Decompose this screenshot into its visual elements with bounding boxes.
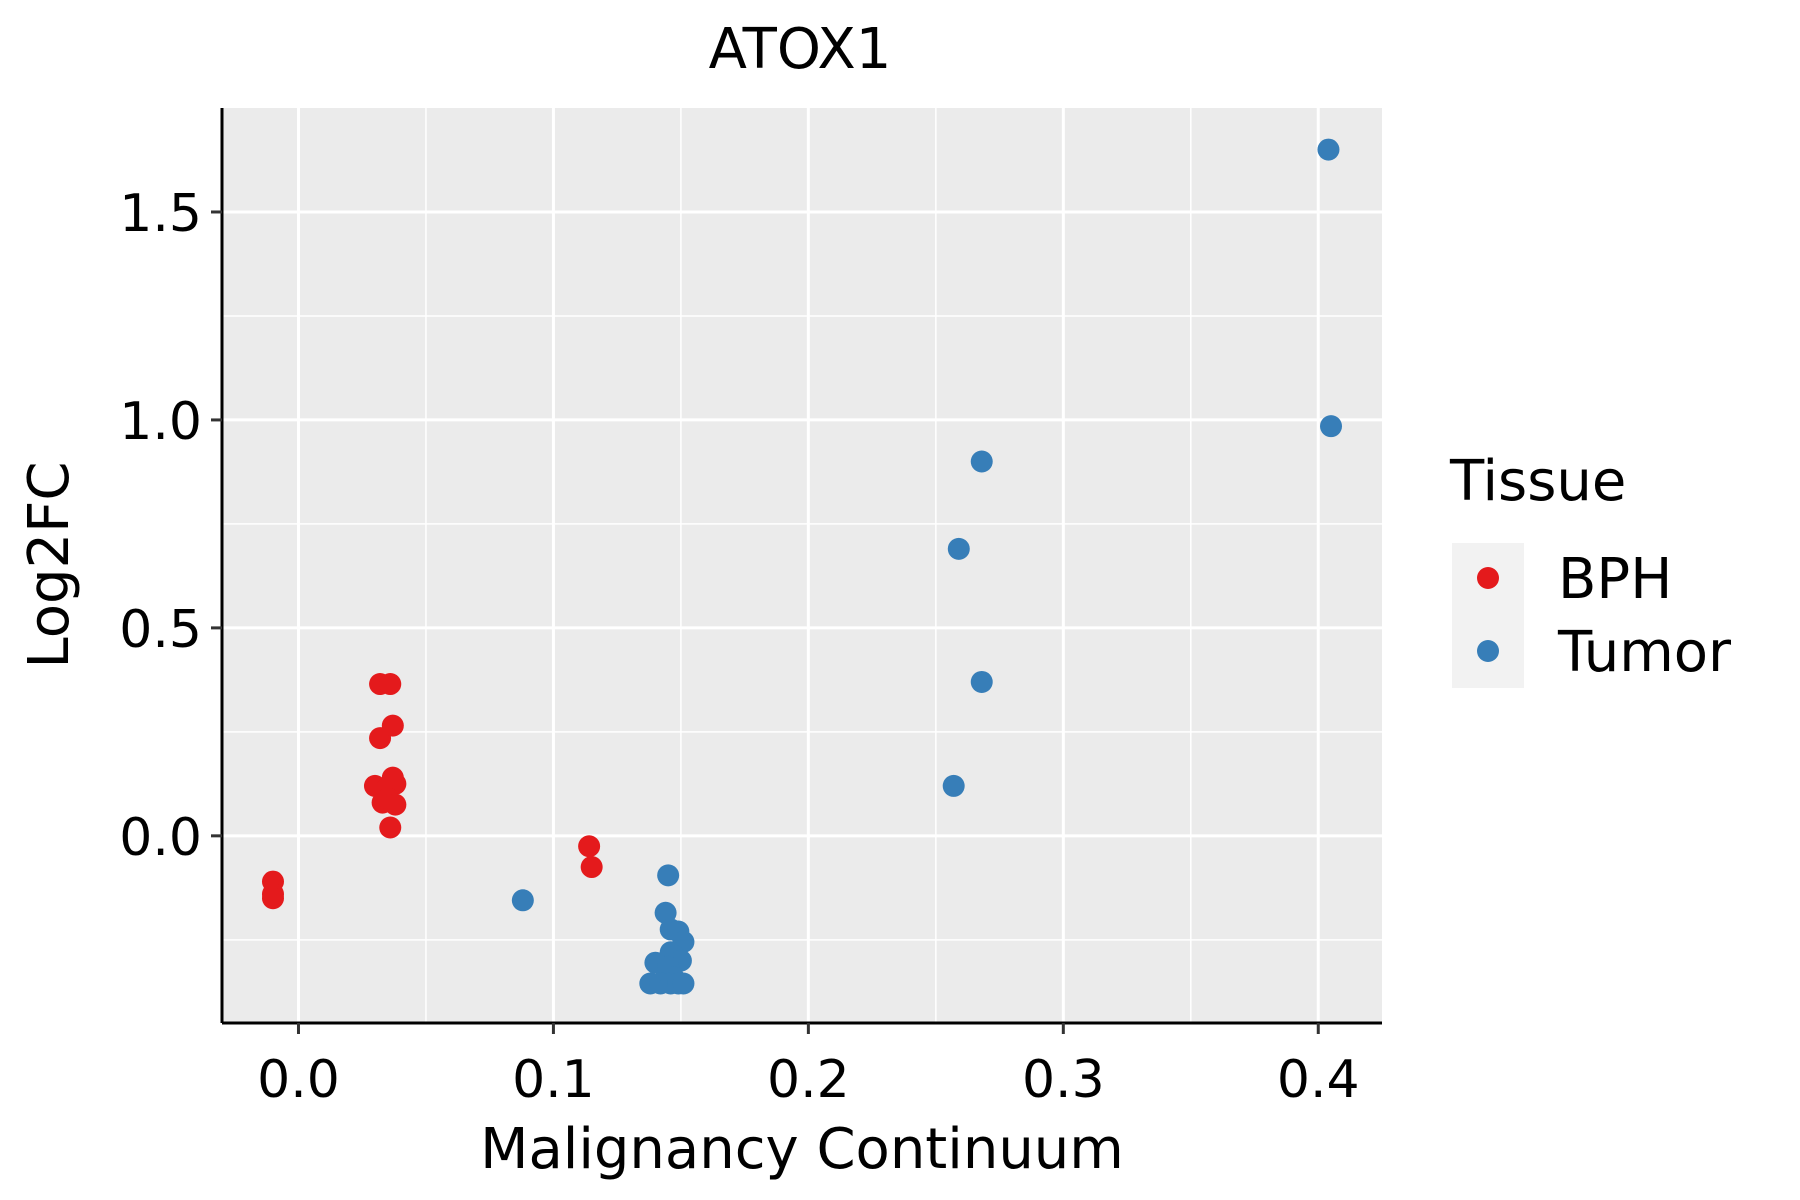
point-bph [384, 793, 407, 816]
x-tick-label: 0.4 [1277, 1050, 1360, 1110]
major-gridlines [222, 108, 1382, 1023]
point-tumor [657, 864, 680, 887]
y-tick-label: 0.5 [119, 600, 202, 660]
point-bph [379, 816, 402, 839]
legend-label-bph: BPH [1558, 547, 1672, 612]
x-axis-ticks: 0.0 0.1 0.2 0.3 0.4 [257, 1023, 1360, 1110]
legend-key-bph [1477, 567, 1499, 589]
point-bph [580, 856, 603, 879]
x-tick-label: 0.2 [767, 1050, 850, 1110]
y-tick-label: 0.0 [119, 808, 202, 868]
point-tumor [511, 889, 534, 912]
x-tick-label: 0.3 [1022, 1050, 1105, 1110]
legend: Tissue BPH Tumor [1449, 449, 1732, 688]
point-tumor [947, 537, 970, 560]
y-axis-ticks: 0.0 0.5 1.0 1.5 [119, 184, 222, 868]
point-bph [261, 887, 284, 910]
point-tumor [942, 774, 965, 797]
point-tumor [672, 972, 695, 995]
point-bph [381, 714, 404, 737]
legend-label-tumor: Tumor [1557, 620, 1732, 685]
y-tick-label: 1.5 [119, 184, 202, 244]
point-tumor [1320, 415, 1343, 438]
point-tumor [1317, 138, 1340, 161]
point-bph [379, 673, 402, 696]
plot-panel [222, 108, 1382, 1023]
point-tumor [970, 450, 993, 473]
legend-title: Tissue [1449, 449, 1626, 514]
point-bph [578, 835, 601, 858]
data-points [261, 138, 1343, 995]
x-tick-label: 0.0 [257, 1050, 340, 1110]
legend-key-tumor [1477, 640, 1499, 662]
point-tumor [970, 670, 993, 693]
point-tumor [654, 901, 677, 924]
minor-gridlines [222, 108, 1382, 1023]
y-axis-label: Log2FC [17, 462, 82, 669]
chart-title: ATOX1 [709, 17, 892, 82]
legend-key-background [1452, 543, 1524, 688]
y-tick-label: 1.0 [119, 392, 202, 452]
x-tick-label: 0.1 [512, 1050, 595, 1110]
x-axis-label: Malignancy Continuum [480, 1117, 1124, 1182]
